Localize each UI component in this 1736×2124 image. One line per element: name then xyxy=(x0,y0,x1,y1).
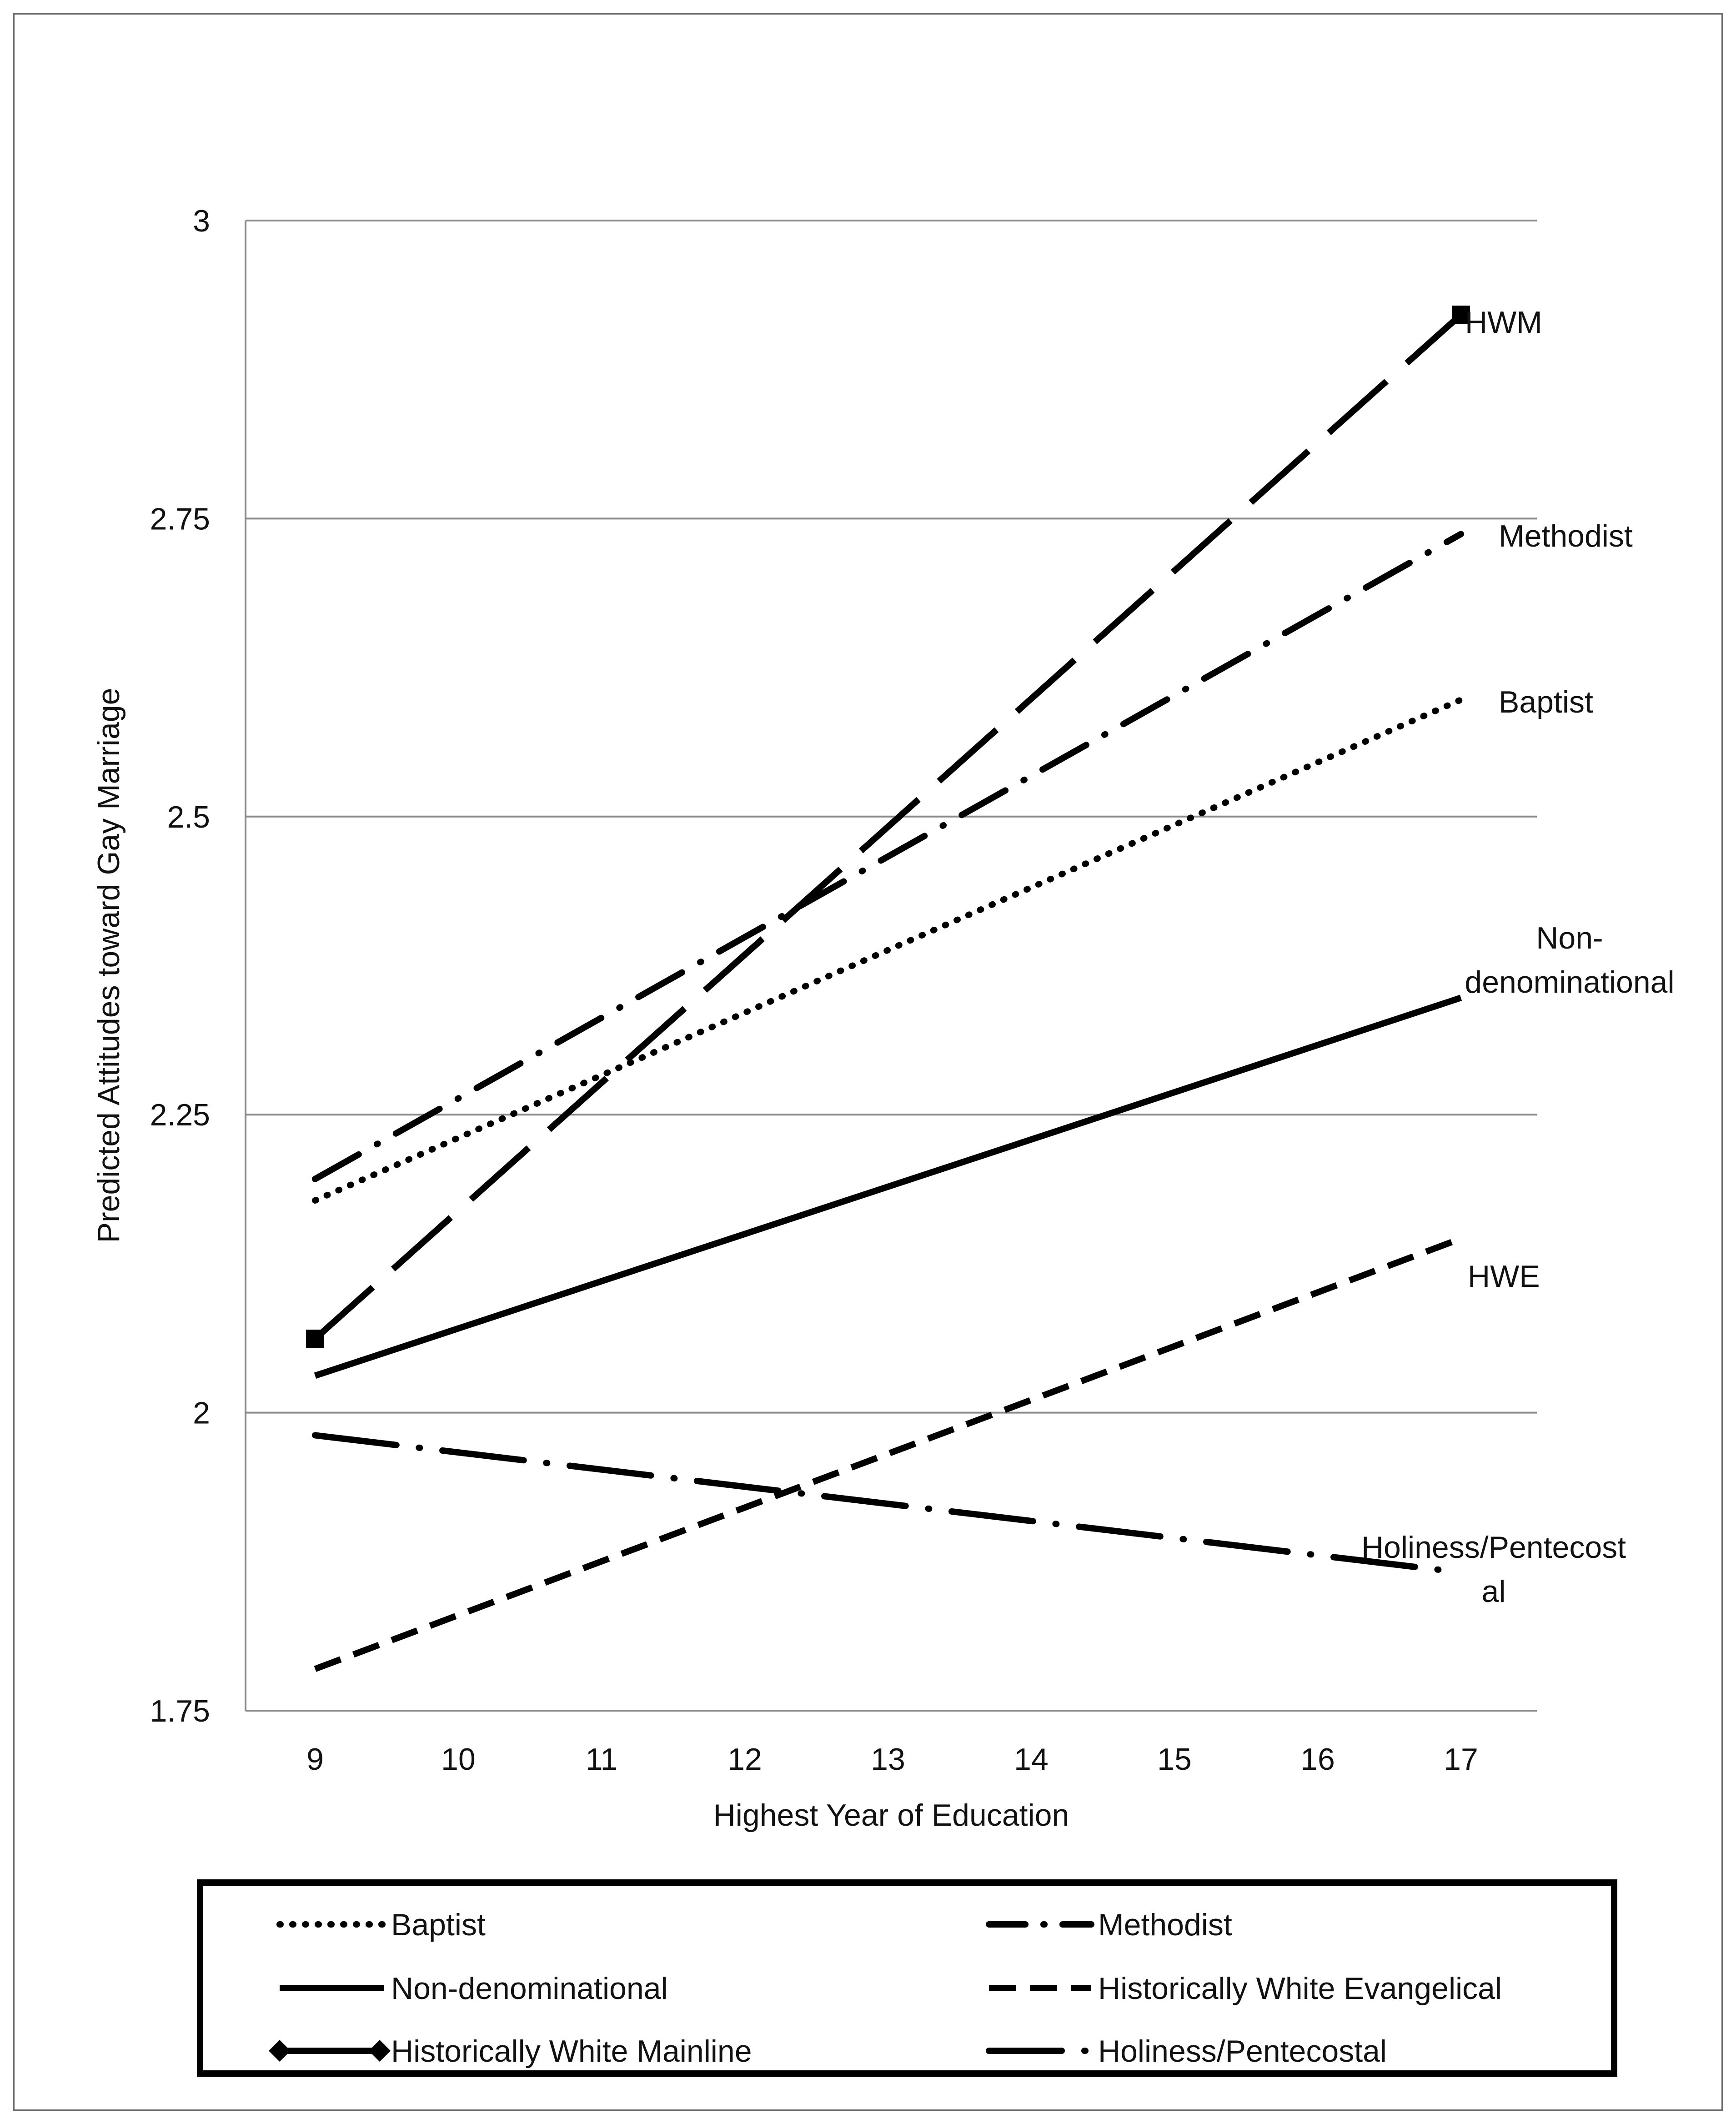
line-label-nondenominational-2: denominational xyxy=(1465,965,1674,999)
legend-label: Baptist xyxy=(391,1908,486,1942)
x-tick-labels: 9 10 11 12 13 14 15 16 17 xyxy=(306,1742,1478,1777)
y-axis-title: Predicted Attitudes toward Gay Marriage xyxy=(91,688,126,1243)
y-tick-label: 3 xyxy=(193,204,210,238)
x-tick-label: 10 xyxy=(441,1742,476,1777)
line-label-holiness-1: Holiness/Pentecost xyxy=(1361,1530,1626,1565)
line-label-nondenominational-1: Non- xyxy=(1536,921,1603,955)
legend-label: Methodist xyxy=(1098,1908,1232,1942)
legend-label: Non-denominational xyxy=(391,1971,668,2006)
y-tick-label: 2.75 xyxy=(150,502,210,536)
series-line-4 xyxy=(313,312,1463,1341)
x-tick-label: 14 xyxy=(1014,1742,1049,1777)
figure-frame xyxy=(13,13,1723,2111)
y-tick-label: 2.25 xyxy=(150,1098,210,1132)
line-label-hwm: HWM xyxy=(1465,305,1542,340)
line-labels: HWM Methodist Baptist Non- denominationa… xyxy=(1361,305,1675,1609)
y-tick-labels: 1.75 2 2.25 2.5 2.75 3 xyxy=(150,204,210,1728)
x-tick-label: 12 xyxy=(728,1742,762,1777)
series-line-0 xyxy=(312,696,1464,1204)
y-tick-label: 1.75 xyxy=(150,1694,210,1728)
series-marker xyxy=(306,1330,324,1348)
x-tick-label: 13 xyxy=(871,1742,905,1777)
x-tick-label: 17 xyxy=(1444,1742,1478,1777)
line-label-methodist: Methodist xyxy=(1499,519,1633,553)
x-tick-label: 11 xyxy=(586,1742,618,1777)
legend-label: Holiness/Pentecostal xyxy=(1098,2034,1387,2069)
x-axis-title: Highest Year of Education xyxy=(713,1798,1069,1833)
series-line-1 xyxy=(312,531,1464,1182)
y-tick-label: 2 xyxy=(193,1396,210,1431)
x-tick-label: 9 xyxy=(306,1742,324,1777)
legend-label: Historically White Evangelical xyxy=(1098,1971,1502,2006)
line-label-baptist: Baptist xyxy=(1499,685,1593,719)
legend-label: Historically White Mainline xyxy=(391,2034,752,2069)
legend-marker xyxy=(369,2040,391,2062)
series-marker xyxy=(1452,306,1470,324)
legend-box xyxy=(197,1879,1617,2077)
series-line-2 xyxy=(314,994,1462,1379)
x-tick-label: 16 xyxy=(1300,1742,1335,1777)
gridlines xyxy=(246,220,1537,1712)
line-label-holiness-2: al xyxy=(1482,1574,1506,1609)
line-label-hwe: HWE xyxy=(1468,1259,1540,1294)
series-line-5 xyxy=(312,1432,1464,1576)
legend-marker xyxy=(269,2040,291,2062)
y-tick-label: 2.5 xyxy=(167,800,210,834)
x-tick-label: 15 xyxy=(1157,1742,1192,1777)
series-lines xyxy=(306,306,1470,1672)
legend: Baptist Methodist Non-denominational Histor… xyxy=(197,1879,1617,2077)
